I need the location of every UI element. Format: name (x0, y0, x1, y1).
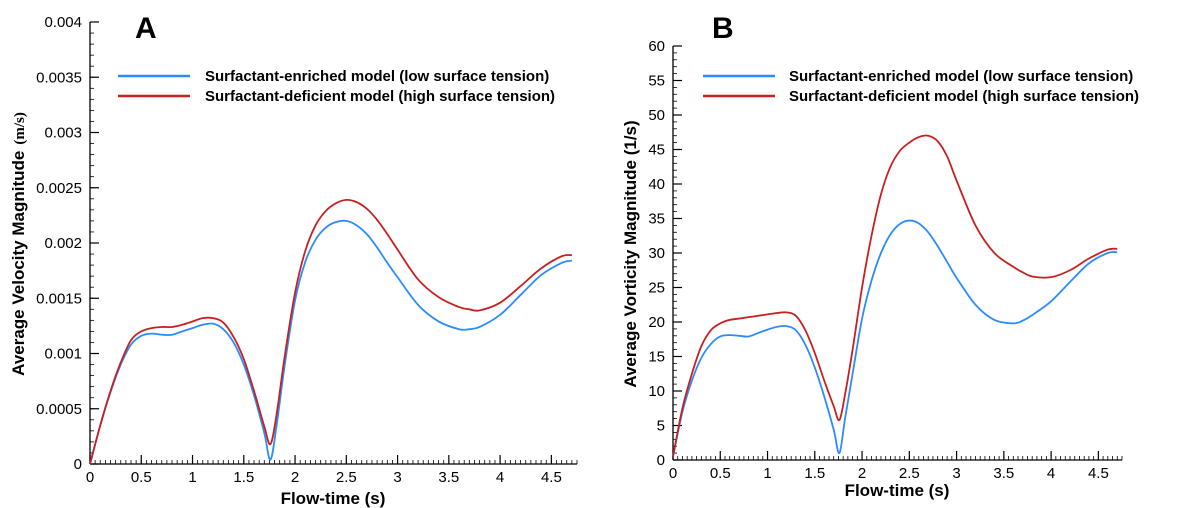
x-tick-label-a: 2 (291, 469, 299, 486)
x-tick-label-b: 4.5 (1088, 465, 1109, 482)
y-tick-label-a: 0.003 (44, 125, 82, 142)
chart-panel-a: A 0 0.5 1 1.5 2 2.5 3 3.5 4 4.5 0 0.0005 0.001 0.0015… (9, 12, 578, 508)
y-tick-label-b: 5 (657, 418, 665, 435)
x-tick-label-a: 3 (393, 469, 401, 486)
plot-area-b: 0 0.5 1 1.5 2 2.5 3 3.5 4 4.5 0 5 10 15 20 25 30 35 40 45 50… (648, 38, 1123, 482)
x-tick-label-b: 0.5 (710, 465, 731, 482)
y-tick-label-a: 0.0015 (36, 290, 82, 307)
y-tick-label-a: 0.001 (44, 346, 82, 363)
legend-b: Surfactant-enriched model (low surface t… (703, 68, 1139, 105)
legend-label-enriched-b: Surfactant-enriched model (low surface t… (789, 68, 1133, 85)
panel-label-a: A (135, 12, 157, 45)
y-axis-title-a-main: Average Velocity Magnitude (9, 151, 28, 376)
y-tick-label-a: 0.0035 (36, 69, 82, 86)
y-tick-label-b: 35 (648, 211, 665, 228)
series-line-deficient-a (89, 198, 572, 465)
y-tick-label-b: 15 (648, 349, 665, 366)
x-tick-label-b: 3 (952, 465, 960, 482)
x-tick-label-b: 0 (669, 465, 677, 482)
y-tick-label-b: 55 (648, 73, 665, 90)
y-axis-title-b: Average Vorticity Magnitude (1/s) (621, 120, 640, 387)
series-line-enriched-b (672, 219, 1118, 457)
series-line-enriched-a (89, 219, 573, 465)
y-axis-title-a: Average Velocity Magnitude (m/s) (9, 112, 28, 376)
y-tick-label-b: 20 (648, 314, 665, 331)
y-tick-label-a: 0.004 (44, 14, 82, 31)
y-tick-label-b: 45 (648, 142, 665, 159)
legend-label-deficient-a: Surfactant-deficient model (high surface… (205, 88, 555, 105)
x-tick-label-a: 2.5 (336, 469, 357, 486)
x-tick-label-a: 4.5 (541, 469, 562, 486)
y-tick-label-b: 40 (648, 176, 665, 193)
y-tick-label-b: 0 (657, 452, 665, 469)
x-tick-label-a: 0.5 (131, 469, 152, 486)
y-tick-label-b: 60 (648, 38, 665, 55)
x-tick-label-a: 0 (86, 469, 94, 486)
x-axis-title-a: Flow-time (s) (281, 489, 386, 508)
x-tick-label-b: 1.5 (804, 465, 825, 482)
y-tick-label-a: 0 (74, 456, 82, 473)
x-tick-label-b: 1 (763, 465, 771, 482)
y-tick-label-b: 50 (648, 107, 665, 124)
y-tick-label-a: 0.0005 (36, 401, 82, 418)
y-tick-label-a: 0.0025 (36, 180, 82, 197)
x-tick-label-a: 3.5 (438, 469, 459, 486)
y-tick-label-b: 30 (648, 245, 665, 262)
x-tick-label-a: 1 (188, 469, 196, 486)
x-axis-title-b: Flow-time (s) (845, 481, 950, 500)
y-axis-title-a-unit: (m/s) (12, 112, 28, 145)
chart-panel-b: B 0 0.5 1 1.5 2 2.5 3 3.5 4 4.5 0 5 10 15 20 25 30 35 40 45… (621, 12, 1139, 500)
legend-label-deficient-b: Surfactant-deficient model (high surface… (789, 88, 1139, 105)
x-tick-label-a: 4 (496, 469, 504, 486)
y-tick-label-b: 25 (648, 280, 665, 297)
y-tick-label-a: 0.002 (44, 235, 82, 252)
legend-label-enriched-a: Surfactant-enriched model (low surface t… (205, 68, 549, 85)
y-tick-label-b: 10 (648, 383, 665, 400)
plot-area-a: 0 0.5 1 1.5 2 2.5 3 3.5 4 4.5 0 0.0005 0.001 0.0015 0.… (36, 14, 578, 486)
x-tick-label-b: 2.5 (899, 465, 920, 482)
x-tick-label-a: 1.5 (233, 469, 254, 486)
legend-a: Surfactant-enriched model (low surface t… (118, 68, 555, 105)
panel-label-b: B (712, 12, 734, 45)
x-tick-label-b: 4 (1047, 465, 1055, 482)
x-tick-label-b: 3.5 (993, 465, 1014, 482)
series-line-deficient-b (672, 134, 1118, 457)
x-tick-label-b: 2 (858, 465, 866, 482)
